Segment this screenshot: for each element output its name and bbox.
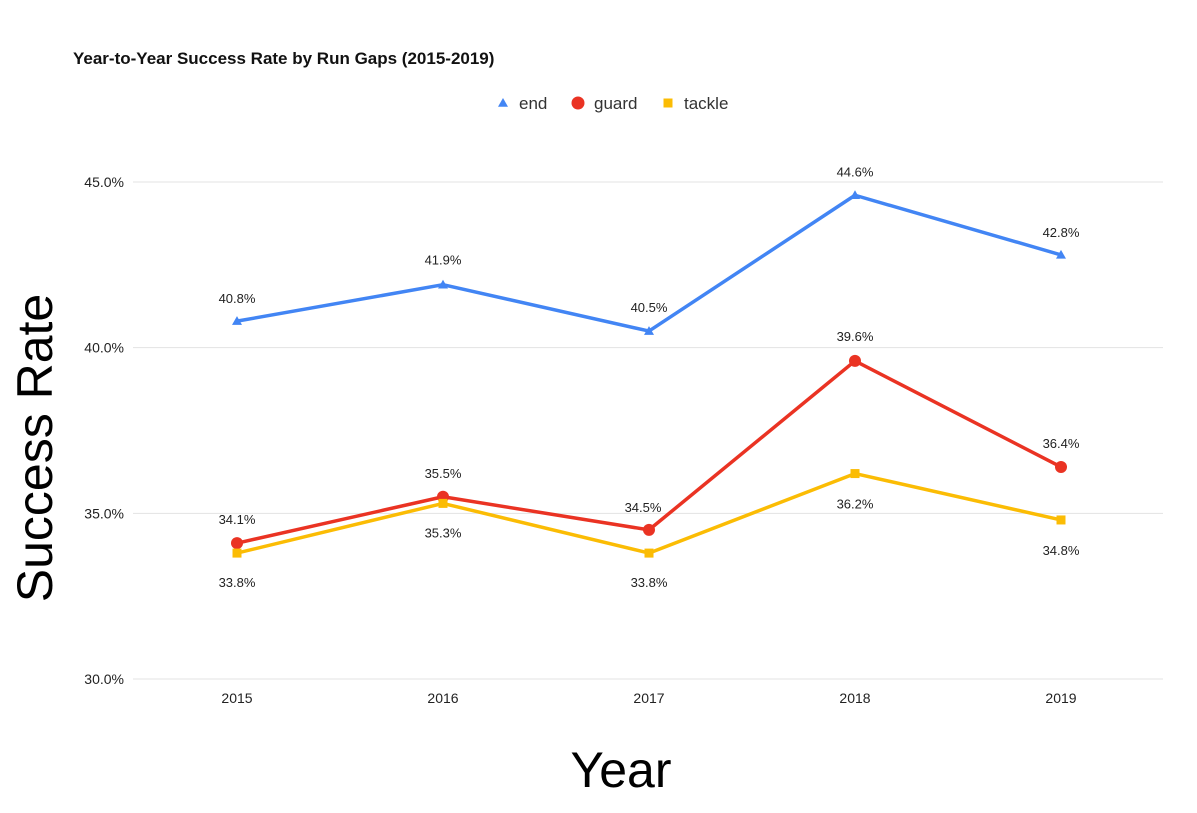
guard-data-label: 34.1% <box>219 512 256 527</box>
end-data-label: 41.9% <box>425 253 462 268</box>
y-tick-label: 30.0% <box>84 671 124 687</box>
guard-point <box>849 354 861 367</box>
legend-square-icon <box>663 98 673 108</box>
tackle-data-label: 33.8% <box>219 575 256 590</box>
x-tick-label: 2017 <box>633 690 664 706</box>
end-data-label: 42.8% <box>1043 225 1080 240</box>
tackle-point <box>232 548 242 558</box>
legend-item-guard: guard <box>571 94 637 113</box>
legend-item-end: end <box>498 94 547 113</box>
end-data-label: 40.8% <box>219 291 256 306</box>
legend-circle-icon <box>571 96 585 110</box>
legend-label: tackle <box>684 94 728 113</box>
end-point <box>232 316 242 325</box>
guard-point <box>1055 460 1067 473</box>
tackle-data-label: 36.2% <box>837 497 874 512</box>
x-tick-label: 2019 <box>1045 690 1076 706</box>
tackle-point <box>438 498 448 508</box>
guard-data-label: 35.5% <box>425 466 462 481</box>
legend-item-tackle: tackle <box>663 94 728 113</box>
y-tick-label: 40.0% <box>84 340 124 356</box>
y-axis-ticks: 30.0% 35.0% 40.0% 45.0% <box>84 174 124 687</box>
x-axis-title: Year <box>570 742 671 798</box>
end-point <box>1056 249 1066 259</box>
tackle-point <box>850 469 860 479</box>
y-axis-title: Success Rate <box>7 294 63 602</box>
end-data-label: 44.6% <box>837 164 874 179</box>
series-group: 40.8% 41.9% 40.5% 44.6% 42.8% 34.1% 35.5% 34.5%… <box>219 164 1080 590</box>
x-axis-ticks: 2015 2016 2017 2018 2019 <box>221 690 1076 706</box>
legend-label: guard <box>594 94 637 113</box>
guard-data-label: 39.6% <box>837 329 874 344</box>
x-tick-label: 2016 <box>427 690 458 706</box>
gridlines <box>133 181 1163 680</box>
legend-label: end <box>519 94 547 113</box>
x-tick-label: 2018 <box>839 690 870 706</box>
tackle-data-label: 34.8% <box>1043 543 1080 558</box>
end-point <box>438 279 448 289</box>
tackle-point <box>1056 515 1066 525</box>
tackle-data-label: 33.8% <box>631 575 668 590</box>
y-tick-label: 35.0% <box>84 505 124 521</box>
end-point <box>850 190 860 200</box>
y-tick-label: 45.0% <box>84 174 124 190</box>
tackle-point <box>644 548 654 558</box>
legend-triangle-icon <box>498 98 508 107</box>
guard-series-line <box>235 359 1063 545</box>
tackle-data-label: 35.3% <box>425 525 462 540</box>
end-point <box>644 326 654 335</box>
chart-title: Year-to-Year Success Rate by Run Gaps (2… <box>73 49 494 68</box>
guard-point <box>643 523 655 536</box>
guard-point <box>231 537 243 550</box>
guard-data-label: 36.4% <box>1043 436 1080 451</box>
legend: end guard tackle <box>498 94 728 113</box>
guard-data-label: 34.5% <box>625 500 662 515</box>
end-data-label: 40.5% <box>631 300 668 315</box>
x-tick-label: 2015 <box>221 690 252 706</box>
